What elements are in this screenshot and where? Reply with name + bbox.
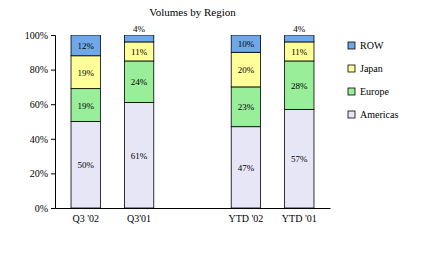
- y-tick-label: 40%: [30, 134, 48, 145]
- data-label: 24%: [131, 77, 148, 87]
- data-label: 4%: [293, 24, 306, 34]
- data-labels: 50% 61% 47% 57% 19% 24% 23% 28% 19% 11% 20% 11% 12% 4…: [77, 24, 308, 173]
- bar-segment: [124, 35, 153, 42]
- y-tick-mark: [51, 173, 55, 174]
- bar-segment: [285, 35, 314, 42]
- legend-swatch: [348, 88, 355, 95]
- bar-segment: [71, 35, 100, 56]
- data-label: 28%: [291, 81, 308, 91]
- legend-label: ROW: [360, 40, 384, 51]
- bar-segment: [124, 61, 153, 103]
- bar-segment: [231, 35, 260, 52]
- bar-segment: [285, 61, 314, 109]
- y-axis: 0% 20% 40% 60% 80% 100%: [25, 30, 56, 214]
- data-label: 10%: [238, 39, 255, 49]
- y-tick-label: 20%: [30, 168, 48, 179]
- legend-label: Japan: [360, 63, 383, 74]
- data-label: 11%: [131, 47, 148, 57]
- y-tick-label: 0%: [35, 203, 48, 214]
- bar-segment: [71, 122, 100, 209]
- bar-segment: [231, 52, 260, 87]
- bar-segment: [285, 109, 314, 208]
- chart-svg: Volumes by Region 50% 61% 47% 57% 19% 24% 23% 28…: [0, 0, 435, 253]
- bar-segment: [124, 102, 153, 208]
- x-tick: YTD '02: [228, 213, 263, 224]
- y-tick: 0%: [35, 203, 55, 214]
- data-label: 47%: [238, 163, 255, 173]
- y-tick-mark: [51, 70, 55, 71]
- y-tick: 20%: [30, 168, 55, 179]
- bar-segment: [71, 56, 100, 89]
- chart-container: Volumes by Region 50% 61% 47% 57% 19% 24% 23% 28…: [0, 0, 435, 253]
- bar-segment: [231, 127, 260, 208]
- x-axis-line: [56, 208, 331, 209]
- x-tick: Q3 '02: [72, 213, 99, 224]
- data-label: 19%: [77, 68, 94, 78]
- bars: [71, 35, 314, 208]
- legend-swatch: [348, 42, 355, 49]
- y-tick: 80%: [30, 64, 55, 75]
- bar-segment: [285, 42, 314, 61]
- x-tick-label: YTD '01: [282, 213, 317, 224]
- bar-segment: [231, 87, 260, 127]
- bar-segment: [124, 42, 153, 61]
- legend-label: Europe: [360, 86, 389, 97]
- y-tick: 100%: [25, 30, 55, 41]
- x-tick-label: Q3 '02: [72, 213, 99, 224]
- x-axis: Q3 '02 Q3'01 YTD '02 YTD '01: [56, 209, 331, 225]
- data-label: 19%: [77, 101, 94, 111]
- x-tick: Q3'01: [127, 213, 151, 224]
- data-label: 4%: [133, 24, 146, 34]
- y-tick: 60%: [30, 99, 55, 110]
- y-tick-label: 60%: [30, 99, 48, 110]
- x-tick: YTD '01: [282, 213, 317, 224]
- y-tick-label: 80%: [30, 64, 48, 75]
- y-tick-mark: [51, 35, 55, 36]
- y-axis-line: [51, 36, 56, 209]
- x-tick-label: Q3'01: [127, 213, 151, 224]
- y-tick-mark: [51, 208, 55, 209]
- data-label: 50%: [77, 160, 94, 170]
- legend: ROW Japan Europe Americas: [348, 40, 398, 120]
- data-label: 23%: [238, 102, 255, 112]
- x-tick-label: YTD '02: [228, 213, 263, 224]
- data-label: 20%: [238, 65, 255, 75]
- legend-swatch: [348, 65, 355, 72]
- legend-label: Americas: [360, 109, 398, 120]
- data-label: 57%: [291, 154, 308, 164]
- y-tick-mark: [51, 104, 55, 105]
- data-label: 11%: [291, 47, 308, 57]
- data-label: 12%: [77, 41, 94, 51]
- data-label: 61%: [131, 151, 148, 161]
- chart-title: Volumes by Region: [149, 6, 236, 18]
- y-tick-label: 100%: [25, 30, 48, 41]
- legend-swatch: [348, 111, 355, 118]
- bar-segment: [71, 89, 100, 122]
- y-tick: 40%: [30, 134, 55, 145]
- y-tick-mark: [51, 139, 55, 140]
